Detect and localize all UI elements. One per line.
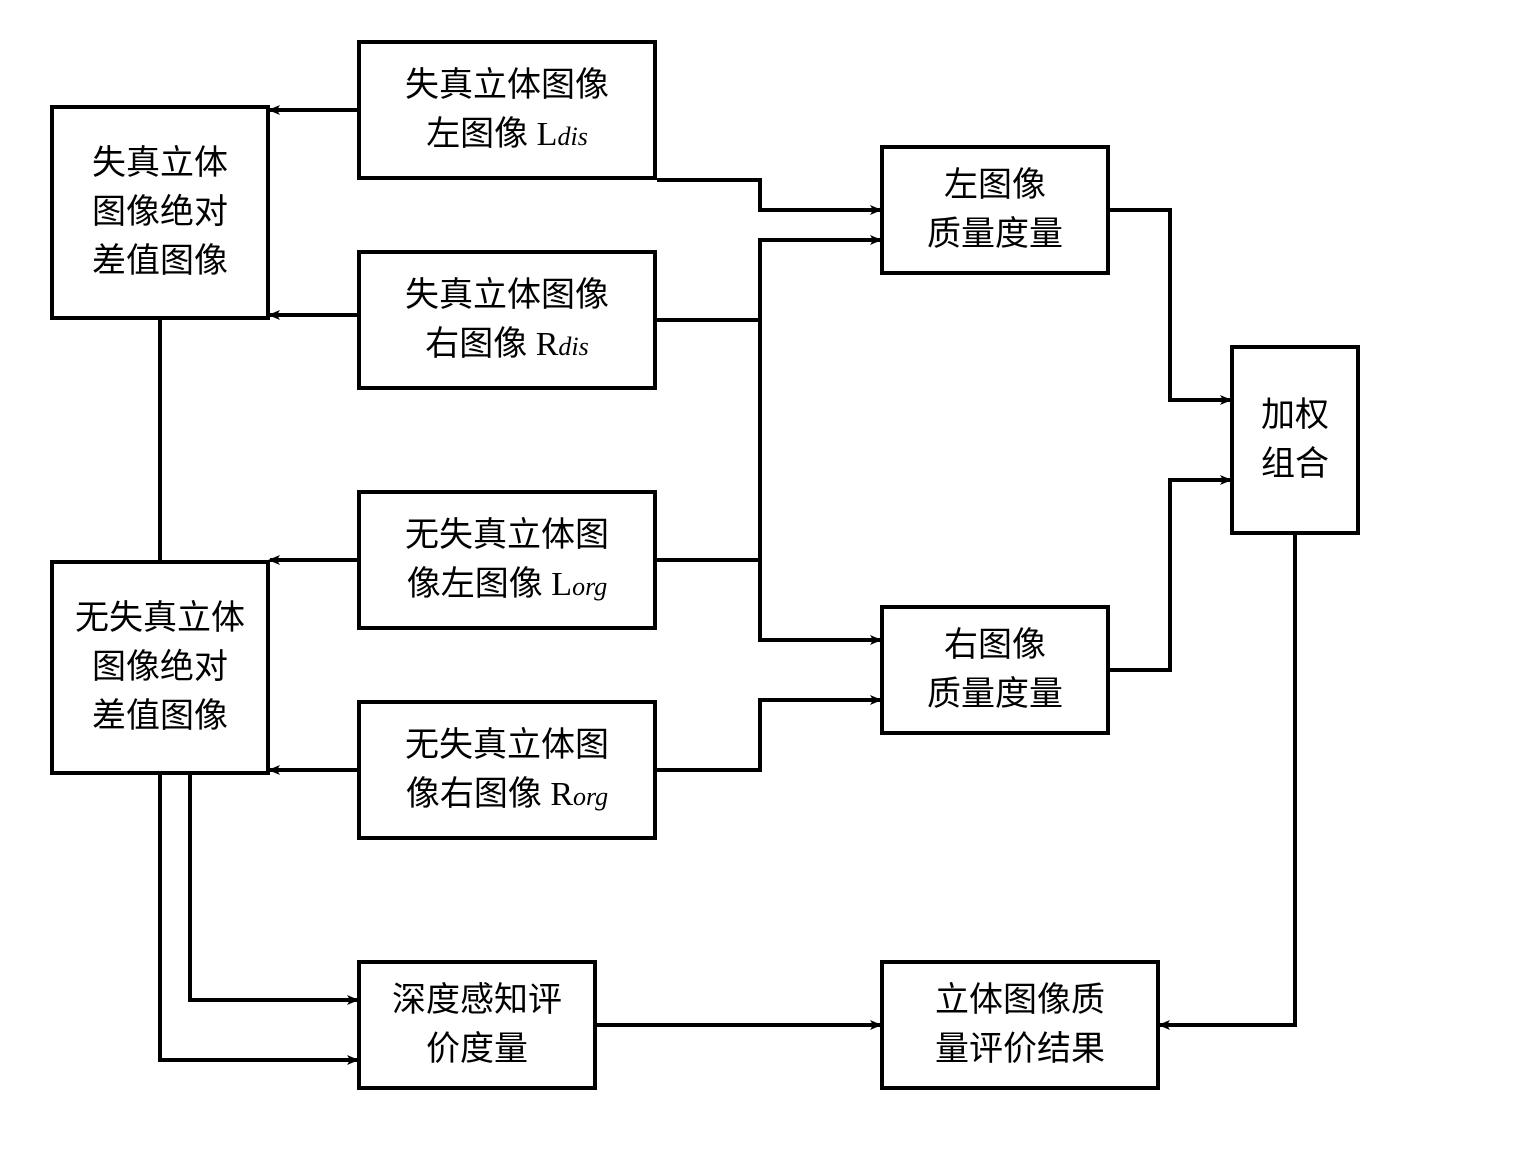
subscript: dis xyxy=(558,332,588,361)
edge xyxy=(657,320,880,640)
node-text: 右图像 xyxy=(944,621,1046,670)
node-text: 失真立体图像 xyxy=(405,271,609,320)
node-text: 右图像 Rdis xyxy=(425,320,589,369)
node-text: 组合 xyxy=(1261,440,1329,489)
node-dis_abs: 失真立体图像绝对差值图像 xyxy=(50,105,270,320)
subscript: org xyxy=(572,572,607,601)
node-text: 质量度量 xyxy=(927,210,1063,259)
node-text: 差值图像 xyxy=(92,237,228,286)
node-text: 左图像 xyxy=(944,161,1046,210)
node-rorg: 无失真立体图像右图像 Rorg xyxy=(357,700,657,840)
subscript: org xyxy=(573,782,608,811)
diagram-canvas: 失真立体图像左图像 Ldis失真立体图像右图像 Rdis无失真立体图像左图像 L… xyxy=(0,0,1522,1152)
node-text: 像右图像 Rorg xyxy=(406,770,608,819)
edge xyxy=(1160,535,1295,1025)
node-text: 质量度量 xyxy=(927,670,1063,719)
node-text: 像左图像 Lorg xyxy=(407,560,607,609)
node-text: 失真立体 xyxy=(92,139,228,188)
node-text: 图像绝对 xyxy=(92,643,228,692)
node-rdis: 失真立体图像右图像 Rdis xyxy=(357,250,657,390)
node-ldis: 失真立体图像左图像 Ldis xyxy=(357,40,657,180)
node-text: 左图像 Ldis xyxy=(426,110,588,159)
node-result: 立体图像质量评价结果 xyxy=(880,960,1160,1090)
node-text: 加权 xyxy=(1261,391,1329,440)
node-lorg: 无失真立体图像左图像 Lorg xyxy=(357,490,657,630)
node-wcomb: 加权组合 xyxy=(1230,345,1360,535)
node-text: 无失真立体 xyxy=(75,594,245,643)
node-text: 无失真立体图 xyxy=(405,511,609,560)
edge xyxy=(190,775,357,1000)
node-org_abs: 无失真立体图像绝对差值图像 xyxy=(50,560,270,775)
node-text: 图像绝对 xyxy=(92,188,228,237)
node-lq: 左图像质量度量 xyxy=(880,145,1110,275)
node-text: 价度量 xyxy=(426,1025,528,1074)
edge xyxy=(1110,210,1230,400)
node-text: 量评价结果 xyxy=(935,1025,1105,1074)
node-text: 深度感知评 xyxy=(392,976,562,1025)
edge xyxy=(1110,480,1230,670)
subscript: dis xyxy=(557,122,587,151)
edge xyxy=(657,700,880,770)
node-text: 无失真立体图 xyxy=(405,721,609,770)
edge xyxy=(657,240,880,560)
node-rq: 右图像质量度量 xyxy=(880,605,1110,735)
node-text: 失真立体图像 xyxy=(405,61,609,110)
node-text: 立体图像质 xyxy=(935,976,1105,1025)
node-depth: 深度感知评价度量 xyxy=(357,960,597,1090)
node-text: 差值图像 xyxy=(92,692,228,741)
edge xyxy=(657,180,880,210)
